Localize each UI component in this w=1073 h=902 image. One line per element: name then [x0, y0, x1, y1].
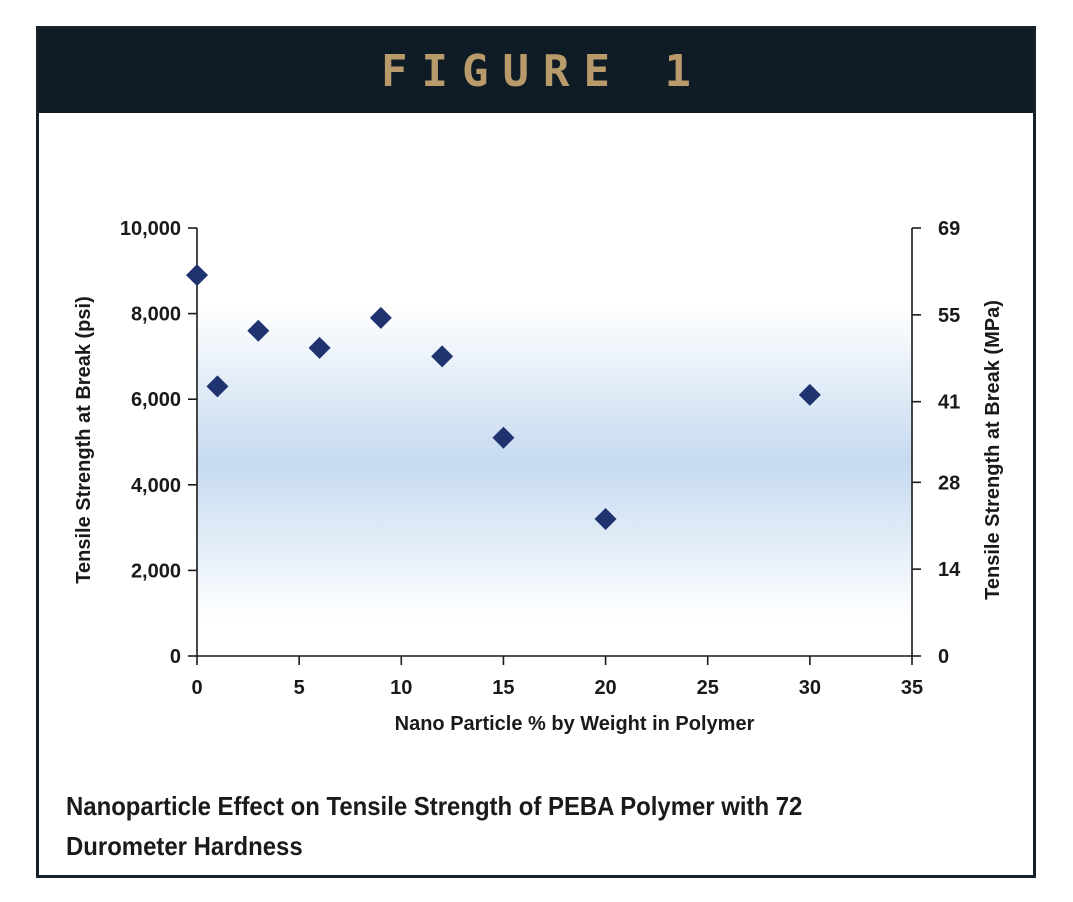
x-tick-label: 25	[697, 677, 719, 699]
y-tick-label: 4,000	[131, 475, 181, 497]
data-point	[594, 508, 617, 531]
y2-tick-label: 41	[938, 392, 960, 414]
data-point	[492, 426, 515, 449]
ticks: 0 5 10 15 20 25 30 35 0 2,000 4,000 6,000 8,000 10,00…	[120, 218, 961, 699]
x-tick-label: 35	[901, 677, 923, 699]
y-tick-label: 10,000	[120, 218, 181, 240]
y2-tick-label: 28	[938, 472, 960, 494]
x-tick-label: 20	[594, 677, 616, 699]
y2-tick-label: 0	[938, 646, 949, 668]
data-point	[186, 264, 208, 287]
data-point	[369, 306, 392, 329]
x-tick-label: 10	[390, 677, 412, 699]
plot-background	[197, 228, 912, 656]
x-tick-label: 5	[294, 677, 305, 699]
data-points	[186, 264, 821, 531]
x-tick-label: 30	[799, 677, 821, 699]
y2-tick-label: 69	[938, 218, 960, 240]
figure-caption: Nanoparticle Effect on Tensile Strength …	[66, 791, 803, 861]
data-point	[431, 345, 454, 368]
figure-label: FIGURE 1	[381, 45, 705, 97]
figure-header: FIGURE 1	[39, 29, 1033, 113]
y2-tick-label: 55	[938, 305, 960, 327]
y2-axis-title: Tensile Strength at Break (MPa)	[982, 300, 1004, 600]
data-point	[247, 319, 270, 342]
y-tick-label: 0	[170, 646, 181, 668]
y-tick-label: 6,000	[131, 389, 181, 411]
data-point	[308, 336, 331, 359]
axes	[196, 228, 913, 657]
y-tick-label: 2,000	[131, 560, 181, 582]
x-tick-label: 15	[492, 677, 514, 699]
y-tick-label: 8,000	[131, 304, 181, 326]
y-axis-title: Tensile Strength at Break (psi)	[73, 296, 95, 583]
y2-tick-label: 14	[938, 559, 961, 581]
data-point	[798, 383, 821, 406]
x-tick-label: 0	[191, 677, 202, 699]
data-point	[206, 375, 229, 398]
x-axis-title: Nano Particle % by Weight in Polymer	[395, 713, 755, 735]
